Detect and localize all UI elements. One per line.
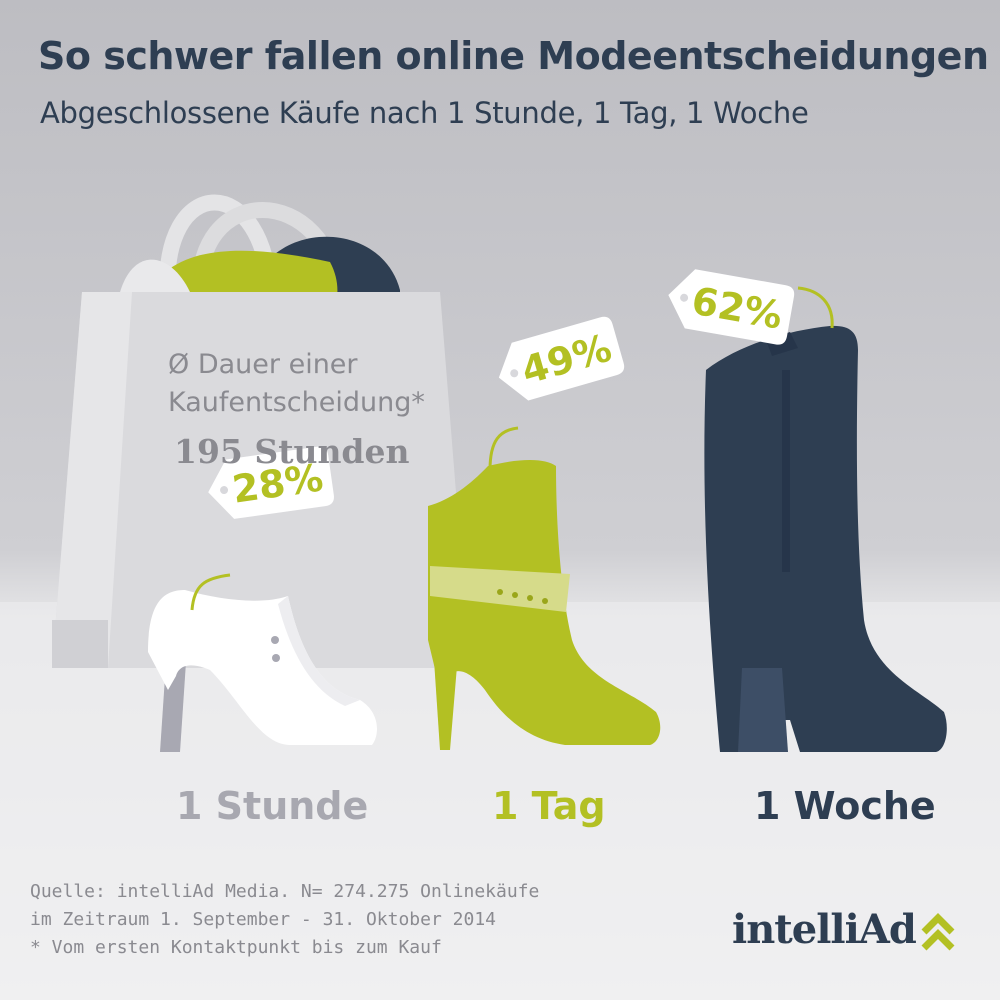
tag-string-3 — [797, 286, 834, 329]
price-tag-shape — [498, 316, 625, 401]
chart-title: So schwer fallen online Modeentscheidung… — [38, 34, 989, 78]
shoe-1-stunde — [148, 590, 377, 752]
price-tags: 28%49%62% — [208, 269, 795, 519]
chart-subtitle: Abgeschlossene Käufe nach 1 Stunde, 1 Ta… — [40, 96, 809, 130]
bag-caption: Ø Dauer einer Kaufentscheidung* — [168, 346, 425, 422]
tag-string-1 — [190, 573, 231, 611]
price-tag-hole — [510, 369, 519, 378]
source-line-2: im Zeitraum 1. September - 31. Oktober 2… — [30, 909, 496, 930]
source-line-1: Quelle: intelliAd Media. N= 274.275 Onli… — [30, 881, 540, 902]
bag-caption-line-1: Ø Dauer einer — [168, 349, 358, 380]
bag-value: 195 Stunden — [174, 432, 410, 471]
category-label-1-stunde: 1 Stunde — [176, 784, 369, 828]
category-label-1-tag: 1 Tag — [492, 784, 606, 828]
tag-string-2 — [488, 426, 519, 471]
price-tag-1: 28% — [208, 446, 334, 519]
footnote: * Vom ersten Kontaktpunkt bis zum Kauf — [30, 937, 442, 958]
bag-caption-line-2: Kaufentscheidung* — [168, 387, 425, 418]
shoe-1-tag — [428, 460, 661, 750]
price-tag-shape — [668, 269, 795, 345]
double-chevron-up-icon — [921, 913, 955, 951]
price-tag-hole — [680, 293, 689, 302]
price-tag-hole — [220, 486, 229, 495]
category-label-1-woche: 1 Woche — [754, 784, 936, 828]
price-tag-shape — [208, 446, 334, 519]
footer-notes: Quelle: intelliAd Media. N= 274.275 Onli… — [30, 878, 539, 962]
intelliad-logo: intelliAd — [732, 906, 917, 953]
price-tag-3: 62% — [668, 269, 795, 345]
